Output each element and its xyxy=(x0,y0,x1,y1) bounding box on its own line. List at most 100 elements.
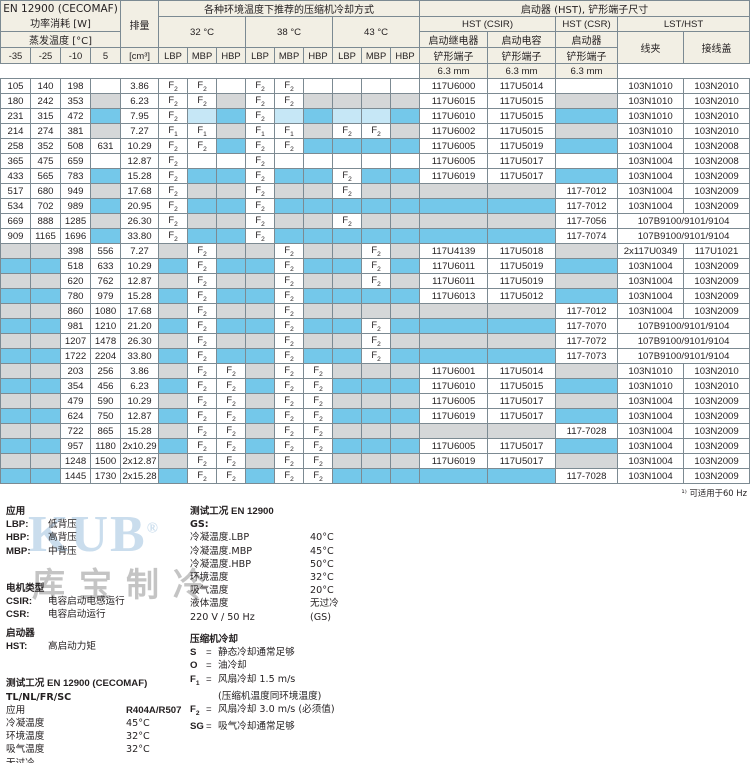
cell-clamp: 103N1004 xyxy=(617,423,685,439)
cell-power-m10: 780 xyxy=(60,288,91,304)
legend-cooling-item-1: O = 油冷却 xyxy=(190,660,247,672)
cell-power-p5: 750 xyxy=(89,408,122,424)
table-row: 981 1210 21.20 F2 F2 F2 117-7070 107B9100/9101/… xyxy=(0,318,750,334)
cell-cap xyxy=(487,213,557,229)
cell-cooling-43-mbp xyxy=(361,108,392,124)
cell-cooling-43-mbp xyxy=(361,213,392,229)
cell-cap: 117U5015 xyxy=(487,378,557,394)
cell-cooling-38-lbp: F2 xyxy=(245,93,276,109)
cell-cooling-32-hbp xyxy=(216,93,247,109)
cell-csr xyxy=(555,153,619,169)
cell-cooling-38-lbp xyxy=(245,468,276,484)
cell-power-m35 xyxy=(0,333,31,349)
cell-cooling-38-mbp: F2 xyxy=(274,468,305,484)
cell-csr: 117-7012 xyxy=(555,303,619,319)
cell-cover: 103N2008 xyxy=(683,153,750,169)
cell-power-m10: 381 xyxy=(60,123,91,139)
cell-displacement: 33.80 xyxy=(120,228,160,244)
cell-cooling-43-mbp xyxy=(361,288,392,304)
cell-cooling-38-lbp xyxy=(245,273,276,289)
cell-cooling-38-lbp xyxy=(245,243,276,259)
cell-cover: 103N2009 xyxy=(683,393,750,409)
cell-cooling-32-lbp xyxy=(158,438,189,454)
cell-cooling-43-hbp xyxy=(390,258,421,274)
cell-cooling-32-hbp xyxy=(216,318,247,334)
cell-power-m10: 1207 xyxy=(60,333,91,349)
header-power-consumption: EN 12900 (CECOMAF) 功率消耗 [W] xyxy=(0,0,122,32)
legend-gs-label: GS: xyxy=(190,519,209,531)
cell-power-p5 xyxy=(89,213,122,229)
cell-power-m35: 180 xyxy=(0,93,31,109)
legend-gs-row-2: 冷凝温度.HBP 50°C xyxy=(190,558,334,570)
cell-power-m25: 888 xyxy=(30,213,61,229)
cell-relay: 117U6005 xyxy=(419,153,489,169)
header-wire-clamp: 线夹 xyxy=(617,31,685,64)
legend-gs-row-3: 环境温度 32°C xyxy=(190,572,334,584)
cell-cap: 117U5019 xyxy=(487,273,557,289)
cell-cap xyxy=(487,333,557,349)
cell-power-p5: 590 xyxy=(89,393,122,409)
table-row: 909 1165 1696 33.80 F2 F2 117-7074 107B9100/910… xyxy=(0,228,750,244)
cell-cooling-32-mbp: F1 xyxy=(187,123,218,139)
cell-cooling-38-lbp xyxy=(245,288,276,304)
cell-power-m10: 783 xyxy=(60,168,91,184)
cell-power-p5: 633 xyxy=(89,258,122,274)
legend-motor-item-0: CSIR: 电容启动电感运行 xyxy=(6,596,125,608)
cell-cooling-43-mbp xyxy=(361,168,392,184)
cell-cooling-32-mbp xyxy=(187,213,218,229)
cell-cap: 117U5015 xyxy=(487,93,557,109)
cell-relay: 117U6011 xyxy=(419,273,489,289)
cell-power-m25: 1165 xyxy=(30,228,61,244)
legend-cooling-item-4: F2 = 风扇冷却 3.0 m/s (必须值) xyxy=(190,703,335,717)
cell-cooling-38-hbp xyxy=(303,108,334,124)
header-43-hbp: HBP xyxy=(390,47,421,64)
cell-cooling-43-lbp xyxy=(332,273,363,289)
cell-cooling-32-hbp xyxy=(216,273,247,289)
cell-cooling-32-hbp xyxy=(216,153,247,169)
cell-cooling-38-hbp xyxy=(303,153,334,169)
cell-clamp-cover-span: 107B9100/9101/9104 xyxy=(617,348,750,364)
cell-cooling-32-hbp xyxy=(216,243,247,259)
cell-relay xyxy=(419,468,489,484)
header-mm-cap: 6.3 mm xyxy=(487,63,557,79)
cell-cover: 103N2010 xyxy=(683,108,750,124)
cell-power-m10: 949 xyxy=(60,183,91,199)
cell-cover: 103N2009 xyxy=(683,408,750,424)
table-row: 517 680 949 17.68 F2 F2 F2 117-7012 103N1004 103N… xyxy=(0,183,750,199)
cell-cooling-32-lbp: F2 xyxy=(158,93,189,109)
cell-relay: 117U6002 xyxy=(419,123,489,139)
cell-power-m25: 274 xyxy=(30,123,61,139)
cell-cooling-38-mbp: F2 xyxy=(274,303,305,319)
header-ambient-32: 32 °C xyxy=(158,16,247,48)
cell-cooling-43-mbp: F2 xyxy=(361,273,392,289)
header-43-mbp: MBP xyxy=(361,47,392,64)
cell-clamp: 103N1004 xyxy=(617,153,685,169)
cell-power-m25 xyxy=(30,333,61,349)
cell-relay xyxy=(419,423,489,439)
cell-cover: 103N2009 xyxy=(683,198,750,214)
cell-cooling-43-hbp xyxy=(390,93,421,109)
cell-power-p5: 1478 xyxy=(89,333,122,349)
cell-power-p5 xyxy=(89,168,122,184)
cell-cooling-32-hbp xyxy=(216,183,247,199)
cell-cooling-32-mbp: F2 xyxy=(187,378,218,394)
cell-power-m25 xyxy=(30,378,61,394)
cell-cap: 117U5014 xyxy=(487,363,557,379)
cell-cooling-43-mbp xyxy=(361,303,392,319)
legend-application-item-2: MBP: 中背压 xyxy=(6,545,77,557)
cell-csr: 117-7012 xyxy=(555,183,619,199)
cell-cooling-32-lbp: F1 xyxy=(158,123,189,139)
cell-displacement: 26.30 xyxy=(120,333,160,349)
cell-cooling-38-hbp xyxy=(303,183,334,199)
cell-cooling-43-mbp: F2 xyxy=(361,258,392,274)
legend-cooling-item-0: S = 静态冷却通常足够 xyxy=(190,647,295,659)
cell-cooling-38-lbp xyxy=(245,363,276,379)
table-row: 354 456 6.23 F2 F2 F2 F2 117U6010 117U5015 103N10… xyxy=(0,378,750,394)
cell-power-m10: 1248 xyxy=(60,453,91,469)
header-hst-csr: HST (CSR) xyxy=(555,16,619,32)
cell-cooling-32-lbp xyxy=(158,378,189,394)
cell-cooling-32-lbp: F2 xyxy=(158,183,189,199)
table-row: 1207 1478 26.30 F2 F2 F2 117-7072 107B9100/9101… xyxy=(0,333,750,349)
cell-power-m10: 353 xyxy=(60,93,91,109)
cell-cooling-43-hbp xyxy=(390,393,421,409)
